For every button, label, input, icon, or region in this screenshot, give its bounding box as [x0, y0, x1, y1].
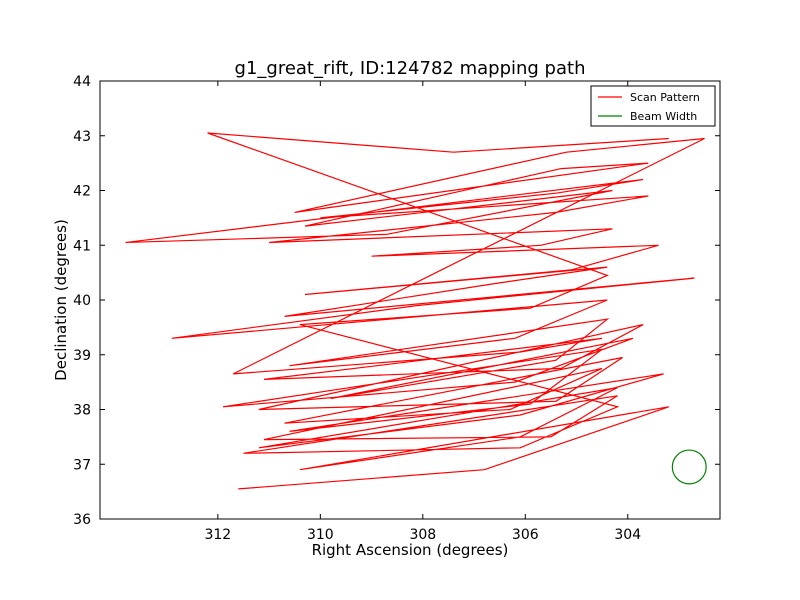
x-tick-label: 304: [614, 527, 641, 543]
x-tick-label: 306: [512, 527, 539, 543]
y-tick-label: 40: [73, 293, 91, 309]
plot-frame: [99, 80, 721, 520]
chart-title: g1_great_rift, ID:124782 mapping path: [235, 58, 586, 79]
y-tick-label: 37: [73, 457, 91, 473]
legend: Scan Pattern Beam Width: [590, 85, 716, 127]
x-axis-label: Right Ascension (degrees): [312, 541, 509, 559]
beam-width-circle: [671, 449, 707, 485]
legend-box: [590, 85, 716, 127]
y-tick-label: 44: [73, 74, 91, 90]
legend-label-beam-width: Beam Width: [630, 110, 697, 123]
x-tick-label: 308: [409, 527, 436, 543]
y-tick-label: 39: [73, 348, 91, 364]
y-tick-labels: 36 37 38 39 40 41 42 43 44: [73, 74, 91, 528]
plot-area: [125, 132, 707, 490]
y-tick-label: 41: [73, 238, 91, 254]
scan-pattern-line: [125, 132, 705, 490]
x-tick-labels: 312 310 308 306 304: [204, 527, 641, 543]
series-layer: [125, 132, 707, 490]
legend-label-scan-pattern: Scan Pattern: [630, 91, 700, 104]
y-tick-label: 42: [73, 184, 91, 200]
x-tick-label: 312: [204, 527, 231, 543]
x-tick-label: 310: [307, 527, 334, 543]
y-tick-label: 43: [73, 129, 91, 145]
y-tick-label: 36: [73, 512, 91, 528]
y-axis-label: Declination (degrees): [52, 219, 70, 381]
y-tick-label: 38: [73, 403, 91, 419]
